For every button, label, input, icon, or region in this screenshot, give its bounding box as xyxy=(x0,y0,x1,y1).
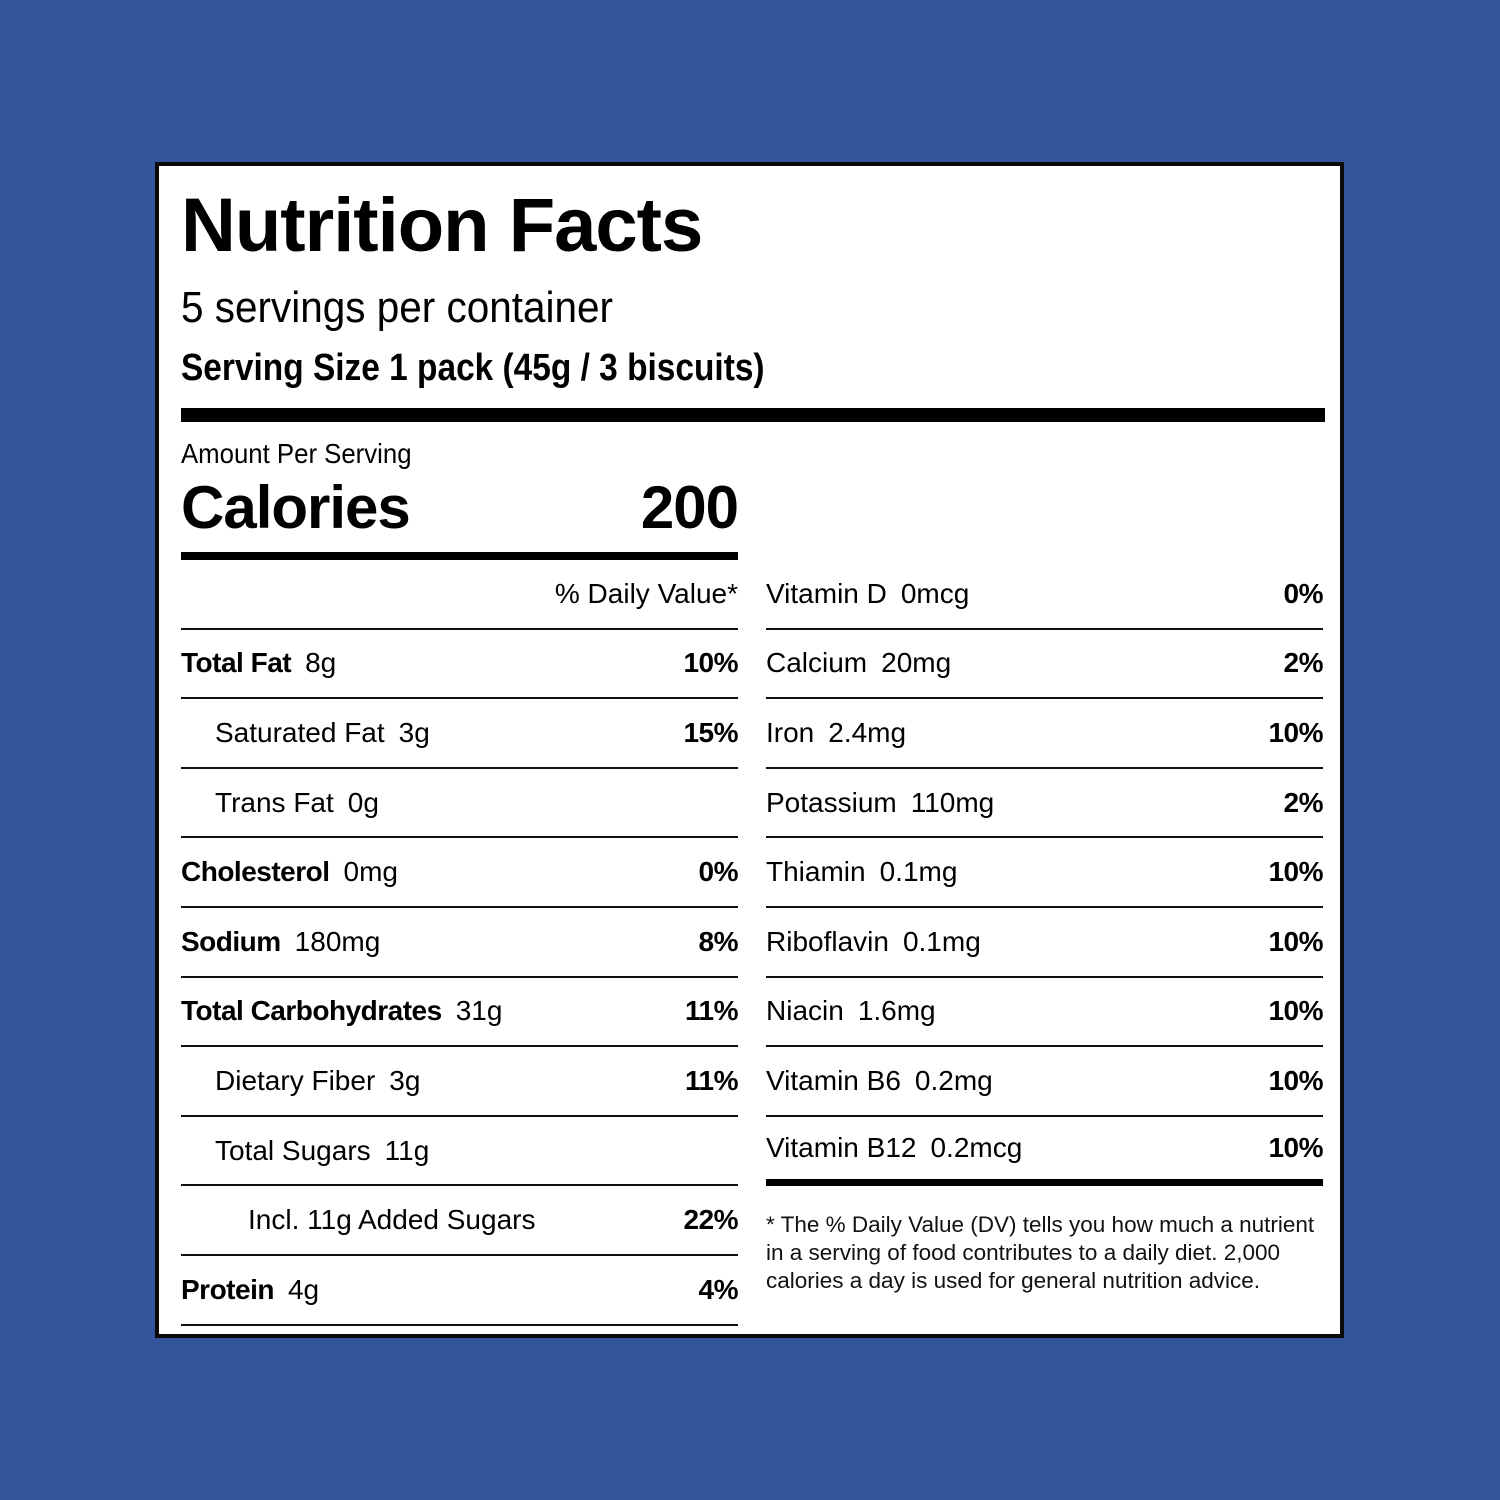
nutrient-name: Potassium xyxy=(766,786,897,818)
nutrient-name: Calcium xyxy=(766,647,868,679)
nutrient-row-calcium: Calcium 20mg 2% xyxy=(766,630,1324,700)
nutrient-name: Cholesterol xyxy=(181,856,330,888)
nutrient-row-iron: Iron 2.4mg 10% xyxy=(766,699,1323,769)
nutrient-amount: 0g xyxy=(347,786,379,818)
nutrient-dv: 2% xyxy=(1283,647,1324,679)
nutrient-amount: 0.2mcg xyxy=(930,1132,1023,1164)
nutrient-amount: 0mcg xyxy=(900,577,970,609)
daily-value-footnote: * The % Daily Value (DV) tells you how m… xyxy=(766,1212,1315,1293)
nutrient-name: Vitamin B6 xyxy=(766,1064,901,1096)
nutrient-amount: 110mg xyxy=(910,786,995,818)
nutrient-dv: 15% xyxy=(683,716,738,748)
nutrient-row-trans-fat: Trans Fat 0g xyxy=(181,769,738,839)
serving-size: Serving Size 1 pack (45g / 3 biscuits) xyxy=(181,347,765,389)
nutrient-amount: 2.4mg xyxy=(828,716,907,748)
nutrient-dv: 0% xyxy=(698,856,739,888)
nutrient-dv: 10% xyxy=(1268,1064,1323,1096)
micronutrient-column: Vitamin D 0mcg 0% Calcium 20mg 2% Iron 2.4m… xyxy=(766,560,1324,1187)
nutrient-name: Riboflavin xyxy=(766,925,889,957)
nutrient-amount: 3g xyxy=(389,1064,421,1096)
nutrient-amount: 11g xyxy=(384,1134,430,1166)
nutrient-row-saturated-fat: Saturated Fat 3g 15% xyxy=(181,699,738,769)
nutrient-dv: 11% xyxy=(685,995,739,1027)
amount-per-serving: Amount Per Serving xyxy=(181,438,412,469)
nutrient-row-vitamin-b6: Vitamin B6 0.2mg 10% xyxy=(766,1047,1323,1117)
nutrient-amount: 1.6mg xyxy=(857,995,936,1027)
thick-divider xyxy=(181,408,1325,422)
nutrient-dv: 11% xyxy=(685,1064,739,1096)
nutrient-name: Vitamin D xyxy=(766,577,887,609)
nutrient-name: Saturated Fat xyxy=(215,716,385,748)
nutrient-dv: 0% xyxy=(1283,577,1324,609)
nutrient-dv: 10% xyxy=(683,647,738,679)
nutrient-amount: 0mg xyxy=(343,856,398,888)
daily-value-header: % Daily Value* xyxy=(554,577,738,609)
nutrient-row-niacin: Niacin 1.6mg 10% xyxy=(766,978,1323,1048)
nutrient-amount: 3g xyxy=(398,716,430,748)
nutrient-row-riboflavin: Riboflavin 0.1mg 10% xyxy=(766,908,1323,978)
macronutrient-column: % Daily Value* Total Fat 8g 10% Saturated… xyxy=(181,560,739,1326)
nutrient-dv: 10% xyxy=(1268,856,1323,888)
nutrient-row-total-sugars: Total Sugars 11g xyxy=(181,1117,738,1187)
nutrient-amount: 0.1mg xyxy=(879,856,958,888)
nutrient-row-cholesterol: Cholesterol 0mg 0% xyxy=(181,838,739,908)
nutrient-name: Total Carbohydrates xyxy=(181,995,442,1027)
nutrient-amount: 0.2mg xyxy=(914,1064,993,1096)
nutrient-name: Trans Fat xyxy=(215,786,334,818)
nutrient-name: Niacin xyxy=(766,995,844,1027)
nutrient-amount: 4g xyxy=(287,1273,320,1305)
nutrient-name: Incl. 11g Added Sugars xyxy=(248,1204,536,1236)
servings-per-container: 5 servings per container xyxy=(181,283,614,332)
nutrient-name: Sodium xyxy=(181,925,281,957)
calories-row: Calories 200 xyxy=(181,474,739,548)
nutrient-name: Protein xyxy=(181,1273,274,1305)
daily-value-header-row: % Daily Value* xyxy=(181,560,738,630)
nutrient-dv: 8% xyxy=(698,925,739,957)
nutrient-row-thiamin: Thiamin 0.1mg 10% xyxy=(766,838,1323,908)
nutrient-amount: 0.1mg xyxy=(902,925,981,957)
calories-divider xyxy=(181,552,738,560)
nutrient-dv: 10% xyxy=(1268,716,1323,748)
nutrient-name: Dietary Fiber xyxy=(215,1064,376,1096)
nutrient-name: Total Sugars xyxy=(215,1134,371,1166)
nutrient-dv: 10% xyxy=(1268,1132,1323,1164)
nutrient-row-added-sugars: Incl. 11g Added Sugars 22% xyxy=(181,1186,738,1256)
nutrient-name: Thiamin xyxy=(766,856,866,888)
nutrient-row-protein: Protein 4g 4% xyxy=(181,1256,739,1326)
nutrient-row-potassium: Potassium 110mg 2% xyxy=(766,769,1324,839)
nutrient-name: Total Fat xyxy=(181,647,292,679)
nutrient-row-vitamin-b12: Vitamin B12 0.2mcg 10% xyxy=(766,1117,1323,1187)
nutrient-amount: 8g xyxy=(305,647,337,679)
nutrient-row-sodium: Sodium 180mg 8% xyxy=(181,908,739,978)
nutrient-row-vitamin-d: Vitamin D 0mcg 0% xyxy=(766,560,1324,630)
nutrient-amount: 180mg xyxy=(294,925,381,957)
nutrient-amount: 31g xyxy=(455,995,503,1027)
calories-value: 200 xyxy=(640,474,739,541)
nutrient-name: Vitamin B12 xyxy=(766,1132,917,1164)
nutrition-facts-panel: Nutrition Facts 5 servings per container… xyxy=(155,162,1344,1338)
nutrient-row-dietary-fiber: Dietary Fiber 3g 11% xyxy=(181,1047,739,1117)
nutrient-dv: 4% xyxy=(698,1273,739,1305)
nutrient-dv: 22% xyxy=(683,1204,738,1236)
nutrient-dv: 10% xyxy=(1268,925,1323,957)
nutrient-name: Iron xyxy=(766,716,815,748)
nutrient-dv: 10% xyxy=(1268,995,1323,1027)
nutrient-dv: 2% xyxy=(1283,786,1324,818)
calories-label: Calories xyxy=(181,474,411,541)
nutrient-row-total-fat: Total Fat 8g 10% xyxy=(181,630,738,700)
nutrient-amount: 20mg xyxy=(881,647,952,679)
label-title: Nutrition Facts xyxy=(181,183,703,268)
nutrient-row-total-carbohydrates: Total Carbohydrates 31g 11% xyxy=(181,978,739,1048)
